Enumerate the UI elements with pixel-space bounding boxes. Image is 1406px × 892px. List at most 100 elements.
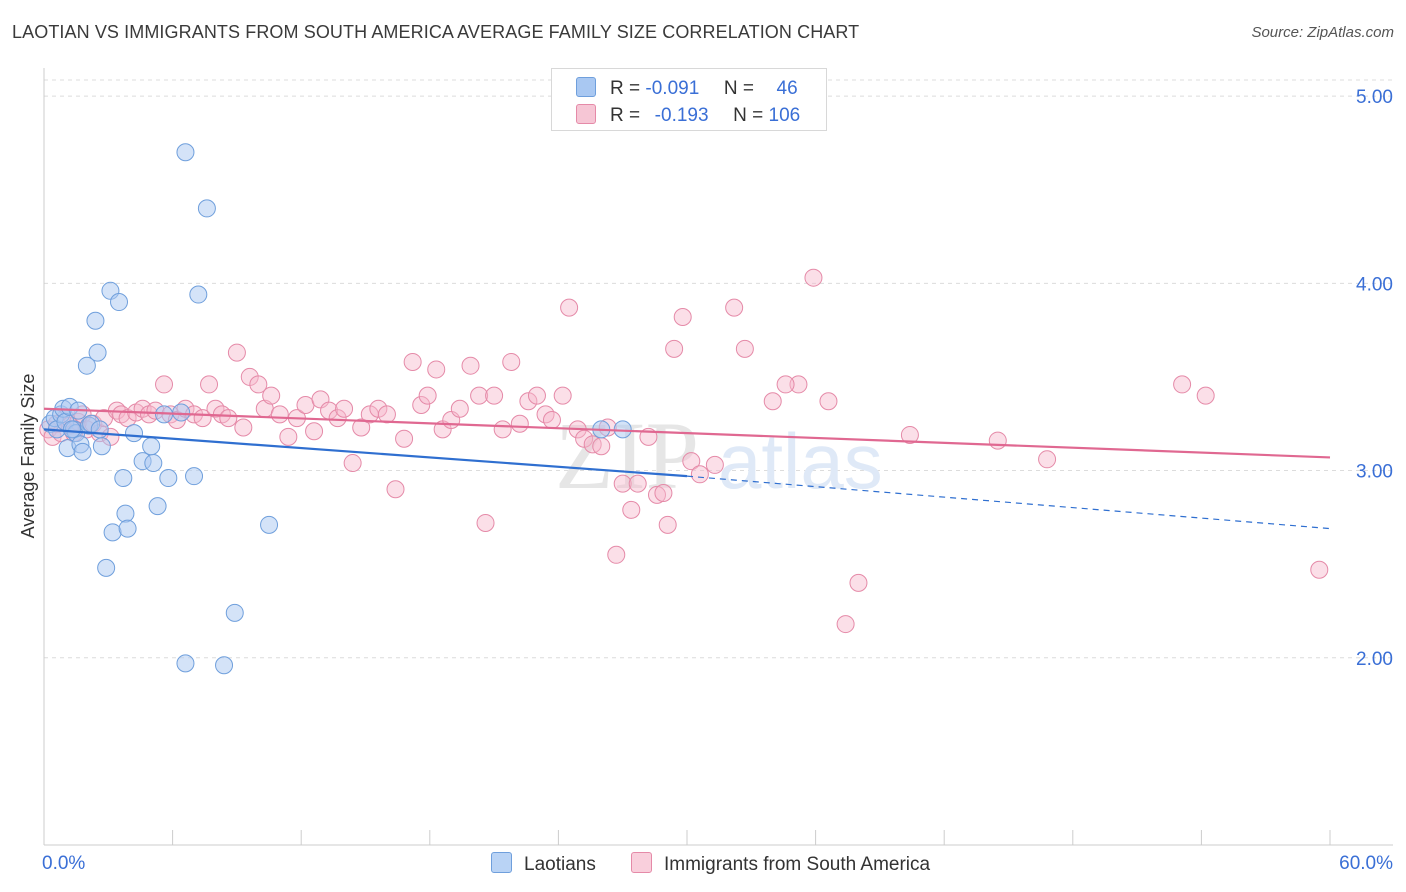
data-point-laotians (197, 199, 216, 218)
data-point-immigrants (493, 420, 512, 439)
data-point-immigrants (305, 422, 324, 441)
y-tick-label: 3.00 (1356, 462, 1393, 483)
data-point-immigrants (519, 392, 538, 411)
data-point-immigrants (560, 298, 579, 317)
data-point-laotians (225, 603, 244, 622)
data-point-immigrants (725, 298, 744, 317)
data-point-laotians (114, 469, 133, 488)
legend-label-immigrants: Immigrants from South America (664, 854, 931, 875)
data-point-laotians (159, 469, 178, 488)
data-point-immigrants (654, 484, 673, 503)
data-point-immigrants (900, 425, 919, 444)
immigrants-legend-swatch (631, 852, 652, 873)
data-point-immigrants (647, 485, 666, 504)
y-tick-labels: 2.00 3.00 4.00 5.00 (1356, 87, 1393, 670)
data-point-immigrants (592, 437, 611, 456)
data-point-immigrants (705, 455, 724, 474)
watermark-atlas: atlas (718, 417, 883, 505)
data-point-immigrants (527, 386, 546, 405)
data-point-laotians (92, 437, 111, 456)
watermark-zip: ZIP (555, 402, 699, 509)
data-point-laotians (142, 437, 161, 456)
data-point-laotians (97, 558, 116, 577)
data-point-laotians (73, 442, 92, 461)
data-point-immigrants (542, 410, 561, 429)
x-tick-label-max: 60.0% (1339, 853, 1393, 874)
data-point-immigrants (427, 360, 446, 379)
data-point-laotians (148, 497, 167, 516)
data-point-immigrants (682, 452, 701, 471)
data-point-immigrants (763, 392, 782, 411)
data-point-immigrants (461, 356, 480, 375)
laotians-swatch (576, 77, 596, 97)
legend-label-laotians: Laotians (524, 854, 596, 875)
data-point-immigrants (690, 465, 709, 484)
data-point-immigrants (343, 454, 362, 473)
data-point-immigrants (249, 375, 268, 394)
data-point-immigrants (628, 474, 647, 493)
data-point-immigrants (369, 399, 388, 418)
data-point-immigrants (658, 515, 677, 534)
data-point-laotians (90, 420, 109, 439)
y-tick-label: 5.00 (1356, 87, 1393, 108)
data-point-immigrants (270, 405, 289, 424)
x-tick-label-min: 0.0% (42, 853, 85, 874)
series-laotians-points (41, 143, 632, 675)
data-point-immigrants (470, 386, 489, 405)
data-point-laotians (77, 356, 96, 375)
data-point-immigrants (776, 375, 795, 394)
trend-line-laotians-extrapolated (686, 475, 1331, 530)
data-point-immigrants (502, 352, 521, 371)
data-point-immigrants (118, 409, 137, 428)
source-label: Source: ZipAtlas.com (1251, 24, 1394, 41)
n-label: N = (723, 78, 754, 99)
data-point-immigrants (352, 418, 371, 437)
data-point-immigrants (219, 409, 238, 428)
data-point-immigrants (395, 429, 414, 448)
data-point-immigrants (735, 339, 754, 358)
data-point-laotians (185, 467, 204, 486)
axes (43, 68, 1393, 846)
n-value-laotians: 46 (776, 78, 798, 99)
data-point-laotians (125, 424, 144, 443)
data-point-immigrants (819, 392, 838, 411)
data-point-laotians (260, 515, 279, 534)
data-point-laotians (88, 343, 107, 362)
data-point-laotians (176, 143, 195, 162)
r-value-immigrants: -0.193 (654, 105, 709, 126)
data-point-laotians (86, 311, 105, 330)
data-point-immigrants (418, 386, 437, 405)
data-point-immigrants (328, 409, 347, 428)
data-point-immigrants (836, 615, 855, 634)
data-point-immigrants (227, 343, 246, 362)
data-point-laotians (189, 285, 208, 304)
data-point-immigrants (613, 474, 632, 493)
data-point-immigrants (849, 573, 868, 592)
data-point-immigrants (476, 513, 495, 532)
legend-item-laotians: Laotians (491, 852, 596, 876)
series-legend: Laotians Immigrants from South America (0, 852, 1406, 878)
data-point-laotians (144, 454, 163, 473)
n-value-immigrants: 106 (768, 105, 801, 126)
data-point-immigrants (450, 399, 469, 418)
data-point-laotians (110, 293, 129, 312)
data-point-immigrants (262, 386, 281, 405)
data-point-immigrants (1310, 560, 1329, 579)
immigrants-swatch (576, 104, 596, 124)
y-axis-title: Average Family Size (18, 374, 38, 539)
chart-title: LAOTIAN VS IMMIGRANTS FROM SOUTH AMERICA… (12, 22, 860, 42)
trend-line-laotians (43, 428, 688, 478)
data-point-immigrants (403, 352, 422, 371)
data-point-immigrants (510, 414, 529, 433)
data-point-immigrants (377, 405, 396, 424)
stats-legend: R = -0.091 N = 46 R = -0.193 N = 106 (551, 68, 827, 131)
stats-row-immigrants: R = -0.193 N = 106 (576, 104, 800, 126)
stats-row-laotians: R = -0.091 N = 46 (576, 77, 798, 99)
data-point-immigrants (1196, 386, 1215, 405)
data-point-laotians (176, 654, 195, 673)
data-point-laotians (116, 504, 135, 523)
data-point-immigrants (988, 431, 1007, 450)
y-tick-label: 2.00 (1356, 649, 1393, 670)
data-point-immigrants (234, 418, 253, 437)
